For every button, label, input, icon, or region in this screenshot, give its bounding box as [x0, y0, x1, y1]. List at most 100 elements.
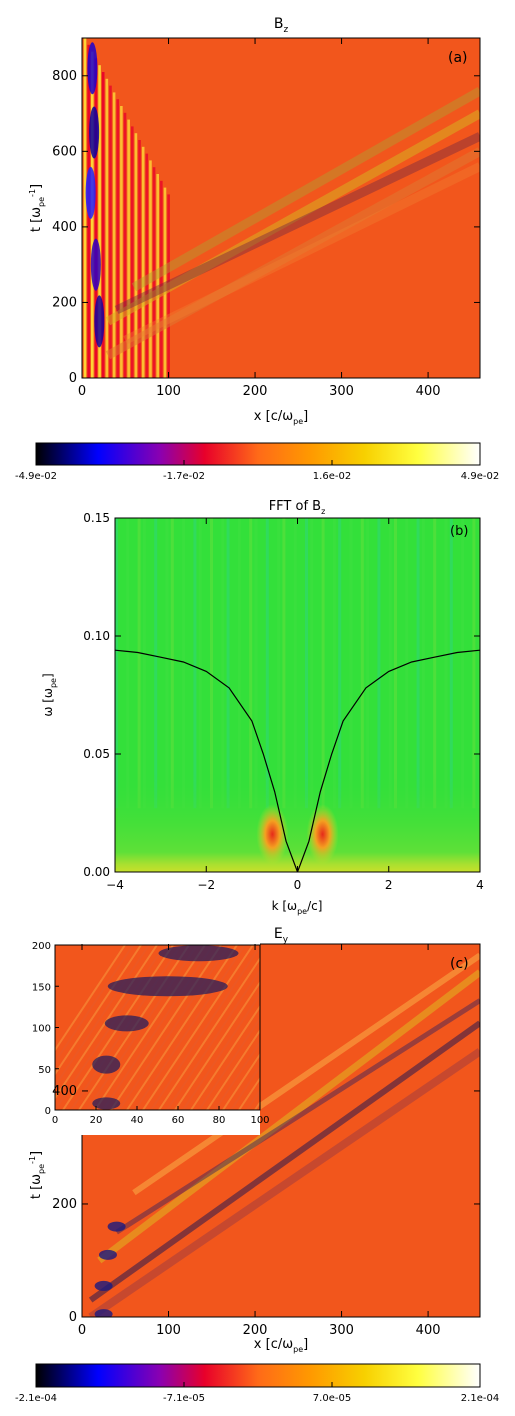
- panel-b-ylabel: ω [ωpe]: [41, 673, 58, 716]
- inset-stripe: [55, 945, 158, 1100]
- inset-packet: [107, 976, 228, 997]
- bz-blob: [94, 295, 105, 348]
- inset-y-tick-label: 100: [32, 1024, 51, 1035]
- fft-streak: [198, 518, 202, 809]
- fft-streak: [282, 518, 286, 809]
- x-tick-label: 400: [416, 384, 441, 399]
- fft-streak: [154, 518, 158, 809]
- fft-streak: [310, 518, 314, 809]
- panel-a-plot-area: [82, 38, 480, 378]
- panel-c: Ey (c) 0 20 40 60 80 100 0 50 100 150 200 0 100 200…: [15, 926, 499, 1404]
- fft-streak: [405, 518, 409, 809]
- fft-streak: [305, 518, 308, 809]
- ey-blob: [107, 1221, 126, 1232]
- bz-blob: [89, 106, 100, 159]
- x-tick-label: 2: [385, 878, 393, 892]
- bz-stripe: [120, 106, 123, 378]
- y-tick-label: 0.00: [83, 865, 110, 879]
- panel-c-title: Ey: [274, 926, 289, 945]
- fft-streak: [293, 518, 297, 809]
- bz-stripe: [101, 72, 105, 378]
- ey-wave-packet: [97, 969, 480, 1264]
- inset-stripe: [166, 968, 260, 1110]
- inset-x-tick-label: 0: [52, 1115, 58, 1126]
- dispersion-curve: [115, 649, 480, 872]
- fft-streak: [444, 518, 448, 809]
- x-tick-label: 300: [329, 384, 354, 399]
- fft-streak: [170, 518, 174, 809]
- bz-stripe: [134, 133, 138, 378]
- colorbar-tick-label: 7.0e-05: [313, 1393, 351, 1404]
- ey-wave-packet: [115, 998, 480, 1235]
- inset-y-tick-label: 200: [32, 941, 51, 952]
- inset-stripe: [190, 1004, 260, 1110]
- panel-a-ylabel: t [ωpe-1]: [28, 184, 46, 232]
- bz-stripe: [163, 187, 167, 378]
- ey-blob: [94, 1309, 113, 1317]
- panel-c-stripes: [88, 952, 480, 1317]
- panel-a-title: Bz: [274, 16, 289, 35]
- inset-packet: [92, 1055, 121, 1074]
- ey-wave-packet: [132, 952, 480, 1196]
- x-tick-label: 0: [294, 878, 302, 892]
- inset-stripe: [222, 1052, 260, 1110]
- fft-hotspot-right: [306, 804, 339, 865]
- fft-streak: [277, 518, 281, 809]
- panel-c-inset-yticks: 0 50 100 150 200: [32, 941, 59, 1117]
- fft-streak: [477, 518, 480, 809]
- fft-streak: [321, 518, 325, 809]
- panel-c-xticks: 0 100 200 300 400: [78, 944, 441, 1338]
- panel-a-xlabel: x [c/ωpe]: [254, 409, 308, 426]
- ey-blob: [94, 1280, 113, 1291]
- bz-wave-packet: [105, 109, 480, 326]
- x-tick-label: −4: [106, 878, 124, 892]
- fft-low-frequency-band: [115, 772, 480, 872]
- panel-c-colorbar: [35, 1363, 481, 1388]
- bz-stripe: [112, 92, 116, 378]
- inset-stripe: [102, 945, 214, 1110]
- x-tick-label: 400: [416, 1323, 441, 1338]
- inset-stripe: [214, 1040, 260, 1110]
- fft-streak: [461, 518, 465, 809]
- y-tick-label: 0: [69, 371, 77, 386]
- inset-stripe: [150, 945, 260, 1110]
- inset-x-tick-label: 80: [213, 1115, 226, 1126]
- panel-c-colorbar-ticks: -2.1e-04 -7.1e-05 7.0e-05 2.1e-04: [15, 1382, 499, 1404]
- bz-stripe: [138, 140, 141, 378]
- fft-streak: [377, 518, 381, 809]
- inset-packet: [92, 1097, 121, 1110]
- inset-stripe: [55, 945, 150, 1088]
- bz-stripe: [94, 58, 98, 378]
- panel-a-stripes: [83, 38, 480, 378]
- fft-streak: [226, 518, 230, 809]
- y-tick-label: 0.10: [83, 629, 110, 643]
- y-tick-label: 0: [69, 1310, 77, 1325]
- panel-a-colorbar: [35, 442, 481, 466]
- fft-streak: [421, 518, 425, 809]
- inset-stripe: [142, 945, 254, 1110]
- panel-b-label: (b): [450, 524, 468, 539]
- x-tick-label: 100: [156, 384, 181, 399]
- panel-b-texture: [115, 518, 480, 872]
- inset-x-tick-label: 60: [172, 1115, 185, 1126]
- inset-y-tick-label: 0: [45, 1106, 51, 1117]
- inset-x-tick-label: 40: [131, 1115, 144, 1126]
- fft-streak: [142, 518, 146, 809]
- ey-blob: [98, 1249, 117, 1260]
- bz-blob: [87, 42, 98, 95]
- fft-streak: [137, 518, 141, 809]
- fft-streak: [394, 518, 397, 809]
- panel-a-colorbar-ticks: -4.9e-02 -1.7e-02 1.6e-02 4.9e-02: [15, 460, 499, 482]
- fft-streak: [338, 518, 342, 809]
- x-tick-label: 100: [156, 1323, 181, 1338]
- fft-streak: [193, 518, 197, 809]
- panel-c-xlabel: x [c/ωpe]: [254, 1337, 308, 1354]
- fft-streak: [349, 518, 353, 809]
- panel-a-xticks: 0 100 200 300 400: [78, 38, 441, 399]
- y-tick-label: 400: [52, 1084, 77, 1099]
- bz-stripe: [160, 180, 163, 378]
- bz-stripe: [123, 112, 127, 378]
- fft-streak: [360, 518, 364, 809]
- bz-stripe: [145, 153, 149, 378]
- inset-x-tick-label: 100: [250, 1115, 269, 1126]
